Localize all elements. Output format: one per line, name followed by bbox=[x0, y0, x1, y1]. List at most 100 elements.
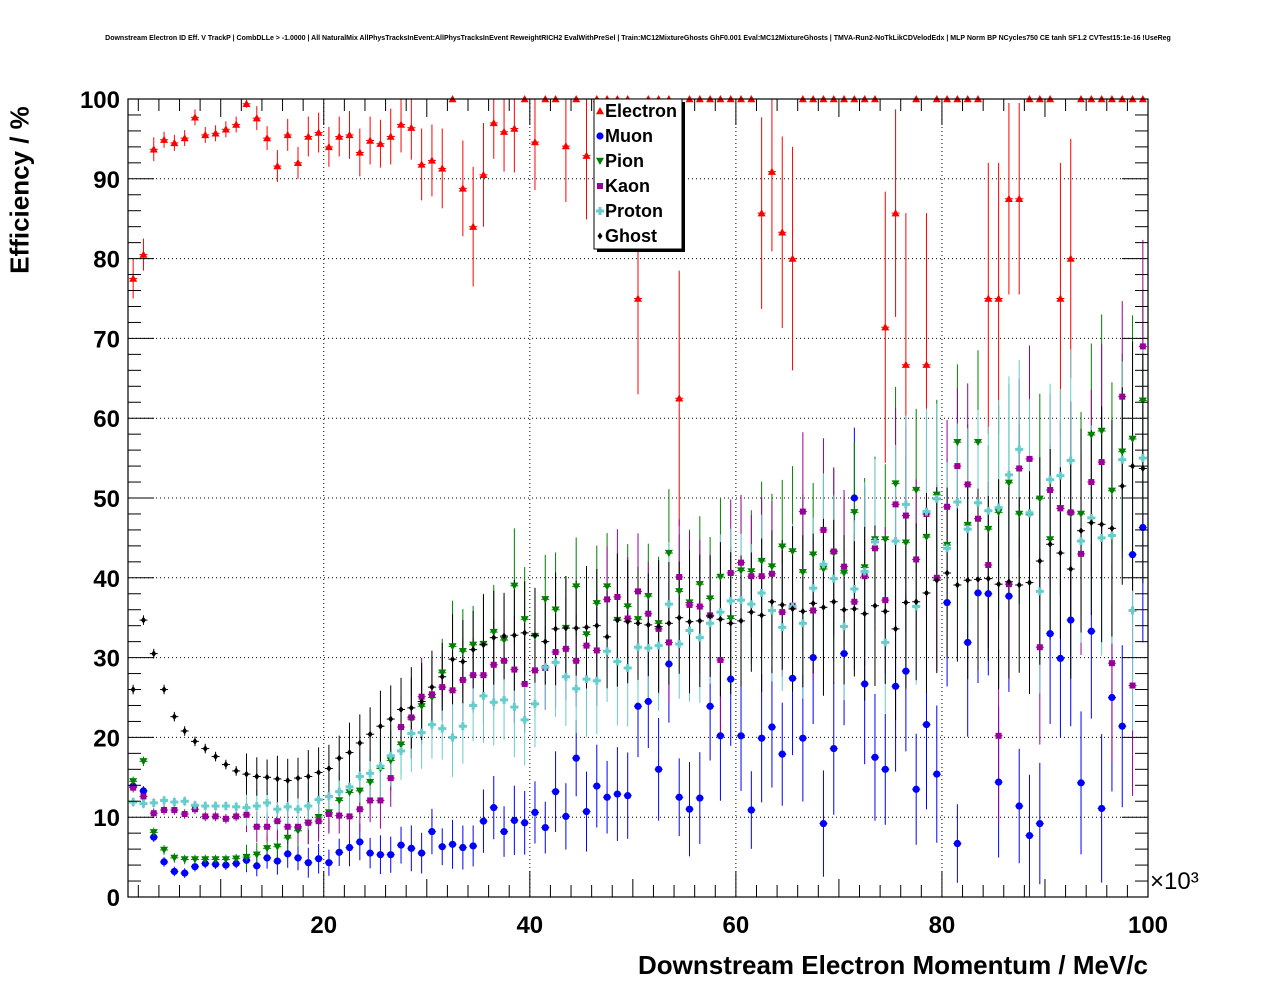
data-point-kaon bbox=[1088, 479, 1095, 486]
data-point-pion bbox=[716, 573, 725, 582]
marker-part bbox=[139, 802, 148, 806]
data-point-kaon bbox=[871, 545, 878, 552]
data-point-muon bbox=[222, 861, 230, 869]
marker-part bbox=[932, 497, 941, 501]
data-point-ghost bbox=[439, 673, 445, 681]
data-point-electron bbox=[397, 120, 406, 128]
data-point-proton bbox=[149, 798, 158, 807]
data-point-kaon bbox=[408, 714, 415, 721]
data-point-muon bbox=[500, 827, 508, 836]
data-point-proton bbox=[726, 596, 735, 605]
data-point-muon bbox=[263, 854, 271, 862]
marker-part bbox=[1025, 511, 1034, 515]
data-point-pion bbox=[397, 741, 406, 749]
data-point-proton bbox=[1046, 475, 1055, 484]
data-point-kaon bbox=[1129, 682, 1136, 689]
data-point-proton bbox=[479, 691, 488, 700]
marker-part bbox=[850, 587, 859, 591]
data-point-ghost bbox=[192, 737, 198, 745]
data-point-ghost bbox=[872, 602, 878, 610]
data-point-ghost bbox=[336, 754, 342, 762]
data-point-kaon bbox=[161, 807, 168, 814]
y-tick-label: 10 bbox=[93, 805, 120, 832]
data-point-muon bbox=[170, 867, 178, 876]
data-point-pion bbox=[695, 580, 704, 589]
marker-part bbox=[778, 625, 787, 629]
data-point-kaon bbox=[779, 609, 786, 616]
data-point-pion bbox=[572, 583, 581, 591]
data-point-muon bbox=[984, 590, 992, 598]
marker-part bbox=[891, 539, 900, 543]
data-point-ghost bbox=[573, 624, 579, 632]
data-point-proton bbox=[737, 596, 746, 605]
y-tick-label: 50 bbox=[93, 486, 120, 513]
data-point-ghost bbox=[645, 621, 651, 629]
data-point-electron bbox=[901, 360, 910, 368]
data-point-kaon bbox=[233, 813, 240, 820]
data-point-muon bbox=[974, 589, 982, 597]
y-tick-label: 80 bbox=[93, 247, 120, 274]
data-point-proton bbox=[252, 802, 261, 811]
data-point-kaon bbox=[913, 556, 920, 563]
data-point-ghost bbox=[604, 633, 610, 641]
data-point-proton bbox=[974, 498, 982, 507]
marker-part bbox=[757, 591, 766, 595]
data-point-electron bbox=[294, 158, 302, 167]
data-point-proton bbox=[304, 802, 313, 811]
marker-part bbox=[448, 735, 457, 739]
x-tick-label: 80 bbox=[929, 912, 956, 939]
data-point-ghost bbox=[831, 598, 837, 606]
data-point-ghost bbox=[790, 605, 796, 613]
data-point-electron bbox=[417, 160, 426, 168]
marker-part bbox=[386, 754, 395, 758]
series-muon bbox=[129, 494, 1147, 877]
data-point-muon bbox=[562, 812, 570, 821]
data-point-ghost bbox=[274, 775, 280, 783]
data-point-ghost bbox=[305, 773, 311, 781]
data-point-muon bbox=[428, 827, 436, 836]
data-point-kaon bbox=[964, 481, 971, 488]
data-point-ghost bbox=[522, 629, 528, 637]
marker-part bbox=[1097, 536, 1106, 540]
data-point-muon bbox=[387, 851, 395, 859]
data-point-proton bbox=[335, 787, 344, 796]
marker-part bbox=[417, 731, 426, 735]
marker-part bbox=[716, 610, 725, 614]
data-point-pion bbox=[283, 834, 292, 842]
data-point-kaon bbox=[501, 657, 508, 664]
data-point-ghost bbox=[913, 598, 919, 606]
data-point-proton bbox=[551, 658, 560, 667]
marker-part bbox=[809, 586, 818, 590]
data-point-proton bbox=[809, 584, 818, 593]
data-point-ghost bbox=[419, 697, 425, 705]
x-tick-label: 60 bbox=[723, 912, 750, 939]
data-point-electron bbox=[190, 113, 199, 121]
data-point-muon bbox=[809, 654, 817, 662]
data-point-electron bbox=[922, 360, 931, 368]
data-point-ghost bbox=[1088, 519, 1094, 527]
data-point-ghost bbox=[954, 581, 960, 589]
marker-part bbox=[469, 703, 478, 707]
data-point-muon bbox=[778, 750, 786, 758]
data-point-proton bbox=[840, 622, 849, 631]
data-point-muon bbox=[953, 839, 961, 848]
data-point-pion bbox=[881, 536, 890, 544]
data-point-kaon bbox=[1108, 660, 1115, 667]
data-point-kaon bbox=[274, 818, 281, 825]
data-point-muon bbox=[644, 697, 652, 706]
data-point-muon bbox=[1067, 616, 1075, 624]
data-point-electron bbox=[788, 254, 797, 262]
data-point-muon bbox=[1087, 627, 1095, 635]
data-point-pion bbox=[664, 549, 673, 558]
data-point-ghost bbox=[491, 634, 497, 642]
data-point-muon bbox=[211, 860, 220, 868]
data-point-kaon bbox=[810, 607, 817, 614]
data-point-pion bbox=[1077, 510, 1086, 518]
data-point-muon bbox=[582, 808, 591, 816]
data-point-ghost bbox=[1037, 557, 1043, 565]
data-point-proton bbox=[778, 623, 787, 632]
data-point-ghost bbox=[614, 616, 620, 624]
data-point-pion bbox=[623, 603, 632, 611]
marker-part bbox=[520, 718, 529, 722]
data-point-ghost bbox=[975, 575, 981, 583]
